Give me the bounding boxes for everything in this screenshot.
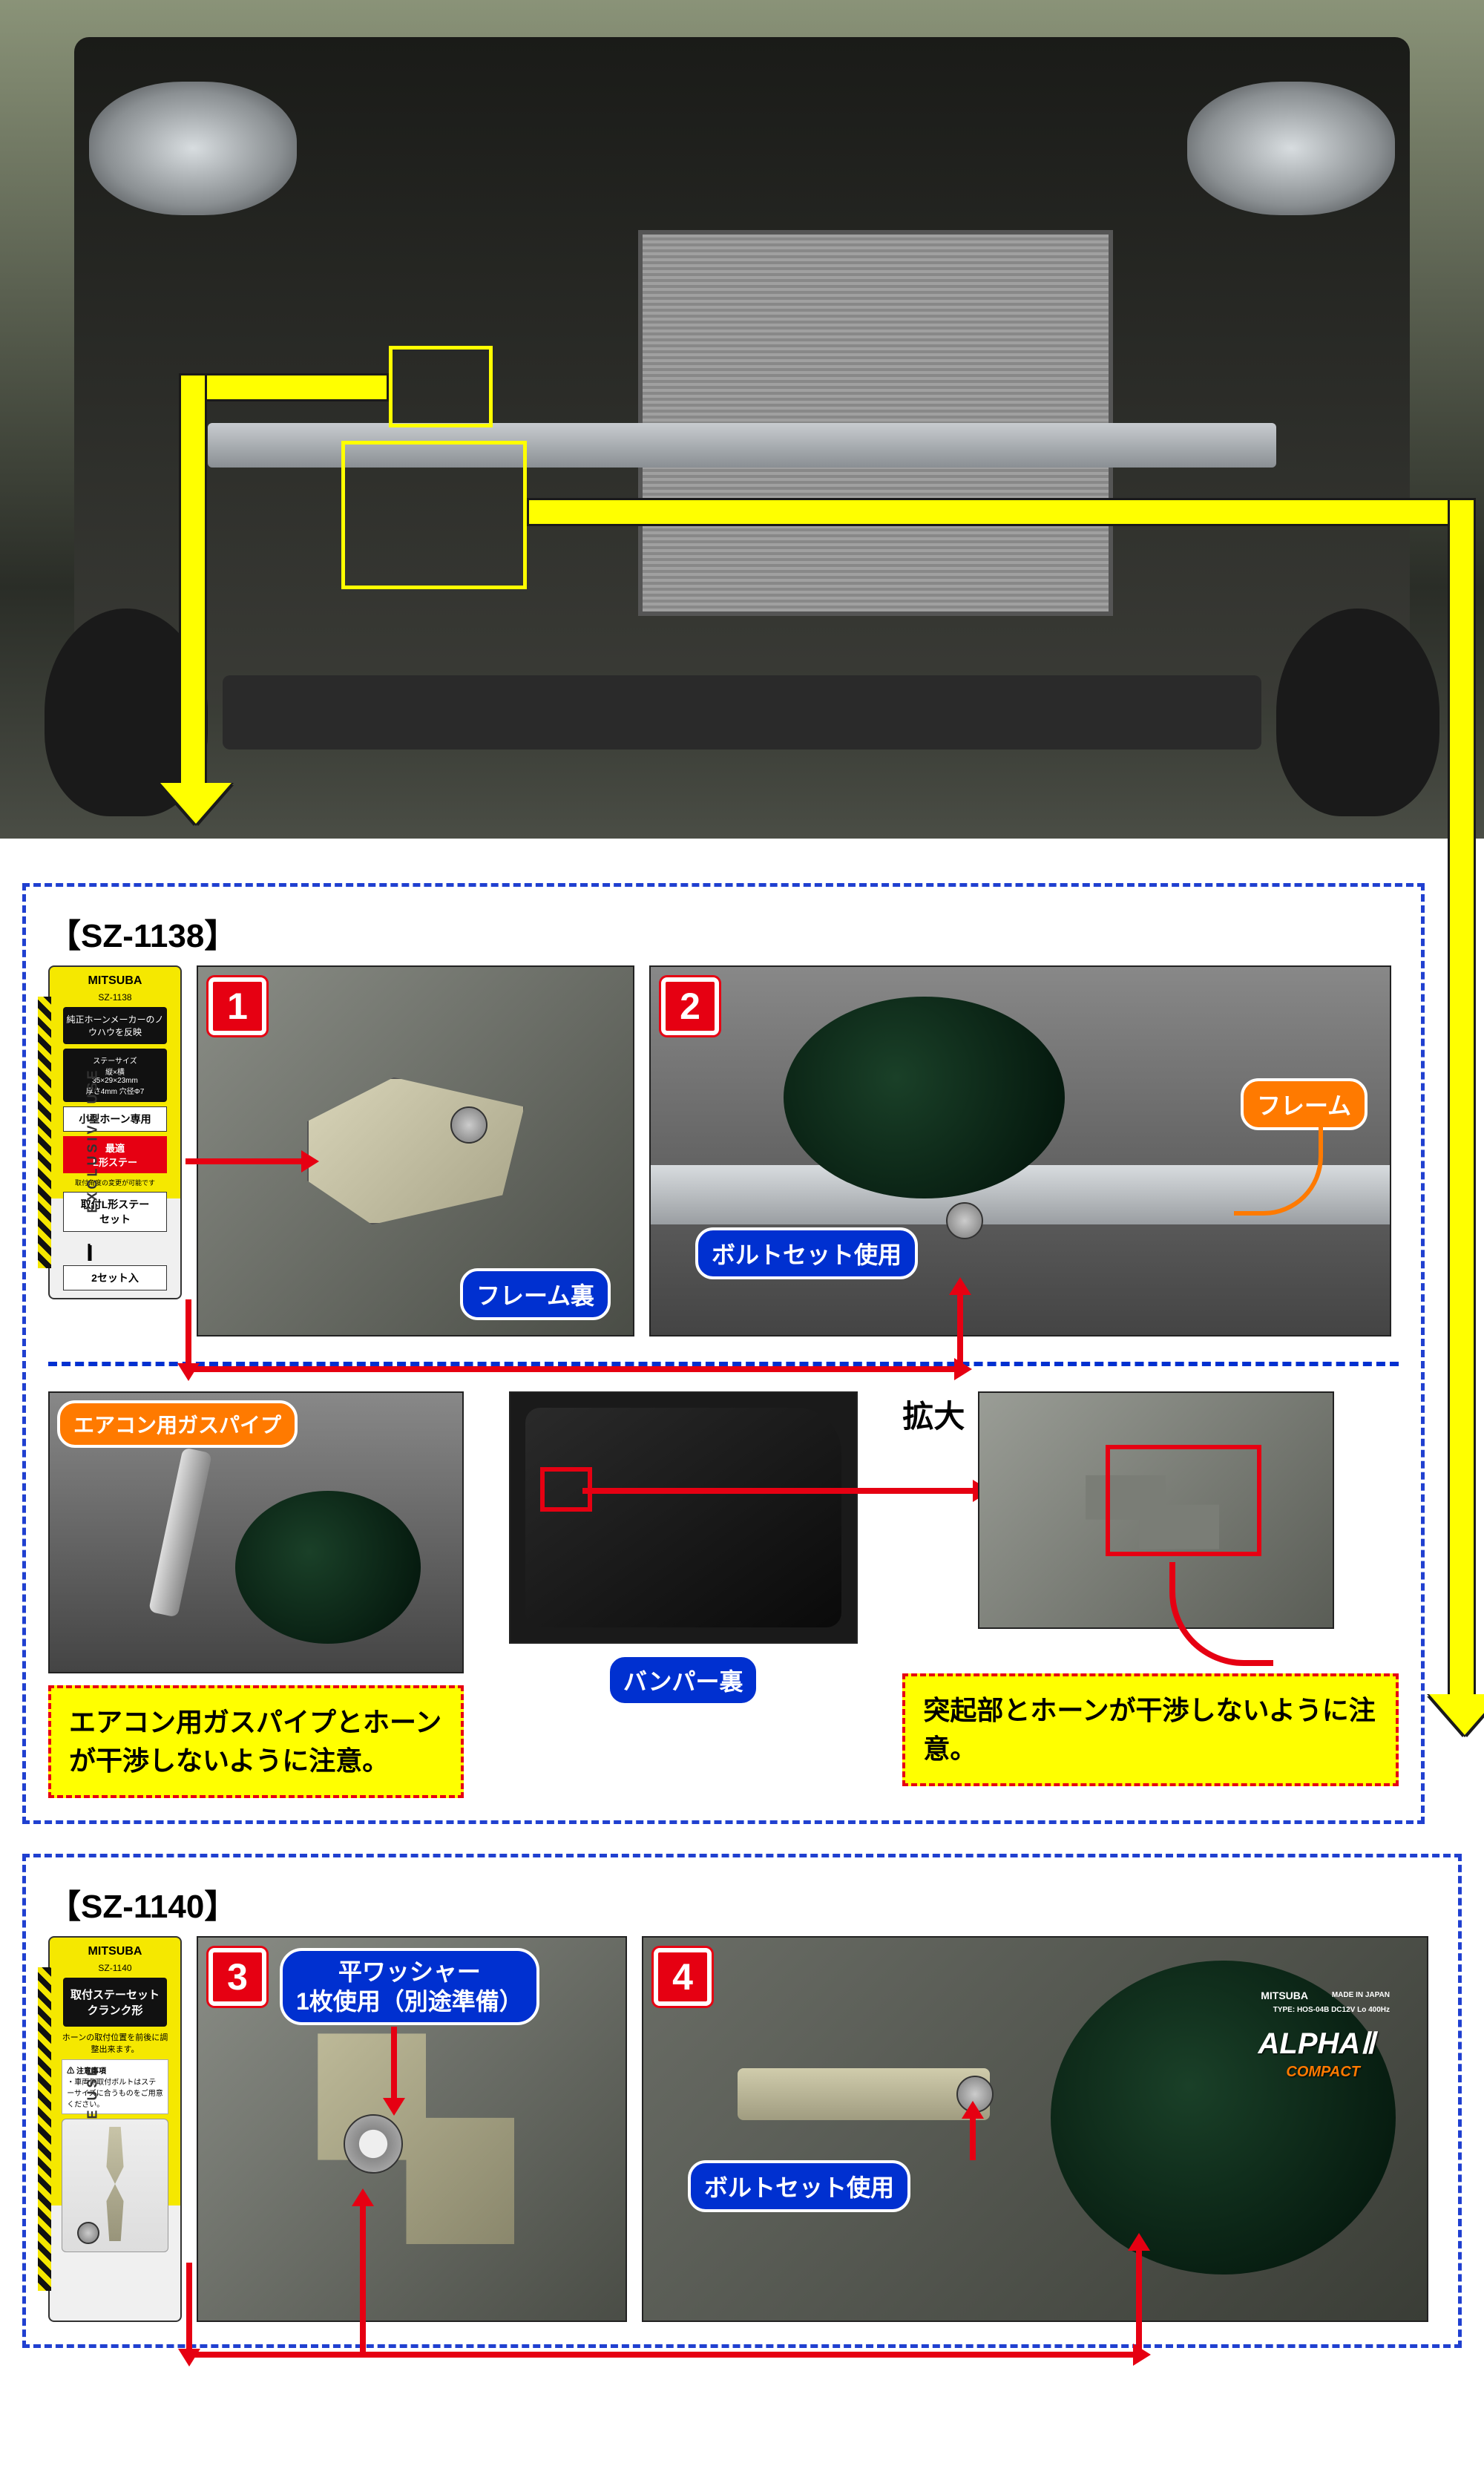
product-black1: 純正ホーンメーカーのノウハウを反映	[63, 1007, 167, 1044]
zoom-label: 拡大	[902, 1391, 965, 1437]
label-boltset-4: ボルトセット使用	[688, 2160, 910, 2212]
panel-sz1140: 【SZ-1140】 EXCLUSIVE USE MITSUBA SZ-1140 …	[22, 1854, 1462, 2348]
red-arrow-p-down	[186, 1299, 191, 1366]
bolt-2	[946, 1202, 983, 1239]
product-stripe	[38, 997, 51, 1268]
headlight-left	[89, 82, 297, 215]
tire-right	[1276, 609, 1439, 816]
mid-right-wrap: 拡大 突起部とホーンが干渉しないように注意。	[902, 1391, 1399, 1798]
label-washer: 平ワッシャー 1枚使用（別途準備）	[280, 1948, 539, 2025]
caution-hdr: ⚠ 注意事項	[67, 2064, 163, 2076]
detail-4: MITSUBA MADE IN JAPAN TYPE: HOS-04B DC12…	[642, 1936, 1428, 2322]
badge-1: 1	[209, 977, 266, 1035]
product-name: 取付L形ステー セット	[63, 1192, 167, 1232]
product-code: SZ-1138	[98, 992, 131, 1003]
product-brand: MITSUBA	[88, 974, 142, 988]
horn-name-4: ALPHAⅡ	[1258, 2027, 1375, 2061]
crank-stay-icon	[101, 2127, 130, 2241]
mid-left-wrap: エアコン用ガスパイプ エアコン用ガスパイプとホーンが干渉しないように注意。	[48, 1391, 464, 1798]
bracket-shape	[307, 1078, 525, 1224]
red-arrow-p-to-1	[186, 1158, 304, 1164]
product2-brand: MITSUBA	[88, 1945, 142, 1958]
bolt-1	[450, 1106, 487, 1144]
horn-mid-left	[235, 1491, 421, 1644]
red-arrow-washer	[391, 2027, 397, 2101]
product2-code: SZ-1140	[98, 1963, 131, 1973]
label-bumper-back: バンパー裏	[607, 1654, 760, 1706]
horn-type-4: TYPE: HOS-04B DC12V Lo 400Hz	[1273, 2006, 1390, 2014]
red-arrow-p-bottom	[186, 1366, 957, 1372]
label-boltset-2: ボルトセット使用	[695, 1227, 918, 1279]
panel1-title: 【SZ-1138】	[48, 909, 1399, 957]
product-red1: 最適 L形ステー	[63, 1136, 167, 1173]
yellow-arrow-right-down	[1448, 498, 1476, 1700]
product2-caution: ⚠ 注意事項 ・車両側取付ボルトはステーサイズに合うものをご用意ください。	[62, 2059, 168, 2114]
detail-3: 3 平ワッシャー 1枚使用（別途準備）	[197, 1936, 627, 2322]
engine-bay-photo	[0, 0, 1484, 839]
detail-1: 1 フレーム裏	[197, 965, 634, 1337]
l-stay-icon	[82, 1236, 148, 1261]
product-qty: 2セット入	[63, 1265, 167, 1290]
zoom-photo	[978, 1391, 1334, 1629]
red-arrow-up-to-4	[1136, 2248, 1142, 2352]
product2-stripe	[38, 1967, 51, 2291]
washer-3	[344, 2114, 403, 2174]
mid-left-photo: エアコン用ガスパイプ	[48, 1391, 464, 1673]
horn-body-2	[784, 997, 1064, 1199]
horn-made-4: MADE IN JAPAN	[1332, 1991, 1390, 1999]
gas-pipe	[148, 1447, 212, 1617]
red-arrow-up-to-2	[957, 1292, 963, 1366]
yellow-arrow-left-down	[179, 373, 207, 789]
red-arrow-p2-bottom	[186, 2352, 1136, 2358]
panel-sz1138: 【SZ-1138】 EXCLUSIVE USE MITSUBA SZ-1138 …	[22, 883, 1425, 1824]
horn-name-text: ALPHAⅡ	[1258, 2027, 1375, 2060]
badge-3: 3	[209, 1948, 266, 2006]
note-right: 突起部とホーンが干渉しないように注意。	[902, 1673, 1399, 1786]
bumper-shape	[525, 1408, 841, 1627]
label-frame-back: フレーム裏	[460, 1268, 611, 1320]
yellow-connector-right-h	[527, 498, 1462, 526]
badge-4: 4	[654, 1948, 712, 2006]
product-side-text: EXCLUSIVE USE	[85, 1067, 101, 1213]
note-left: エアコン用ガスパイプとホーンが干渉しないように注意。	[48, 1685, 464, 1798]
label-gaspipe: エアコン用ガスパイプ	[57, 1400, 298, 1448]
stay-mounted	[738, 2068, 990, 2120]
red-box-zoom	[1106, 1445, 1261, 1556]
product-sz1138: EXCLUSIVE USE MITSUBA SZ-1138 純正ホーンメーカーの…	[48, 965, 182, 1299]
splash-guard	[223, 675, 1261, 750]
product-black2: ステーサイズ 縦×横 35×29×23mm 厚さ4mm 穴径Φ7	[63, 1049, 167, 1102]
detail-2: 2 ボルトセット使用 フレーム	[649, 965, 1391, 1337]
highlight-box-1	[389, 346, 493, 427]
red-curve-pointer	[1169, 1562, 1273, 1666]
product2-bolt	[77, 2222, 99, 2244]
label-frame: フレーム	[1241, 1078, 1368, 1130]
headlight-right	[1187, 82, 1395, 215]
horn-brand-4: MITSUBA	[1261, 1990, 1308, 2001]
mid-center-wrap: バンパー裏	[493, 1391, 873, 1798]
bumper-photo	[509, 1391, 858, 1644]
product-sz1140: EXCLUSIVE USE MITSUBA SZ-1140 取付ステーセット ク…	[48, 1936, 182, 2322]
product2-blister	[62, 2119, 168, 2252]
red-arrow-up-to-3	[360, 2203, 366, 2352]
product-white1: 小型ホーン専用	[63, 1106, 167, 1132]
red-arrow-p2-down	[186, 2263, 192, 2352]
yellow-connector-left-h	[193, 373, 389, 401]
badge-2: 2	[661, 977, 719, 1035]
horn-sub-4: COMPACT	[1286, 2064, 1360, 2081]
product2-name: 取付ステーセット クランク形	[63, 1978, 167, 2027]
caution-text: ・車両側取付ボルトはステーサイズに合うものをご用意ください。	[67, 2076, 163, 2109]
highlight-box-2	[341, 441, 527, 589]
product2-desc: ホーンの取付位置を前後に調整出来ます。	[57, 2031, 173, 2055]
red-arrow-bolt4	[970, 2116, 976, 2160]
panel2-title: 【SZ-1140】	[48, 1880, 1436, 1927]
